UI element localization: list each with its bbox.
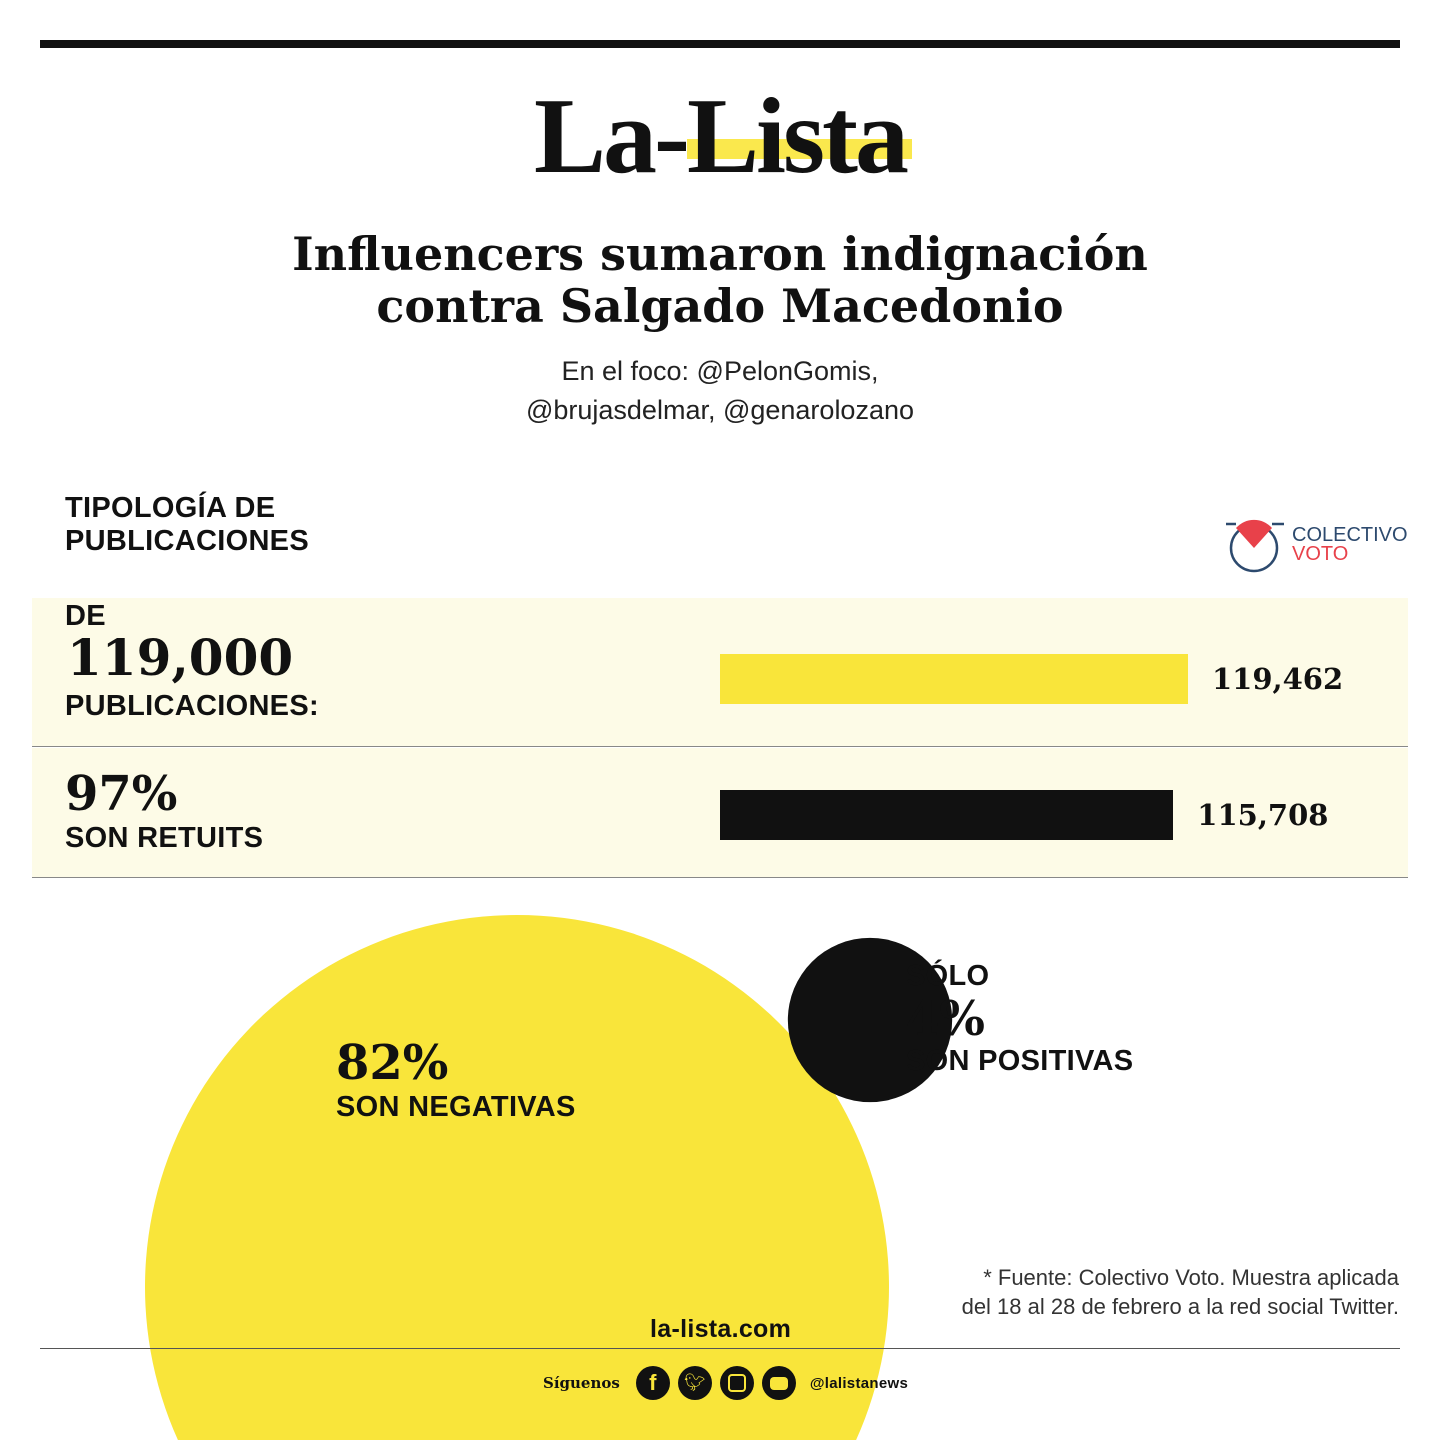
footer-rule bbox=[40, 1348, 1400, 1349]
positive-label: SÓLO 4% SON POSITIVAS bbox=[906, 960, 1134, 1077]
youtube-icon[interactable] bbox=[761, 1366, 796, 1400]
circle-positive bbox=[787, 937, 953, 1103]
row-big-number: 119,000 bbox=[67, 628, 294, 687]
bar-retweets bbox=[720, 790, 1174, 840]
colectivo-voto-logo: COLECTIVO VOTO bbox=[1222, 518, 1408, 578]
row-post-label: SON RETUITS bbox=[65, 822, 264, 854]
negative-label: 82% SON NEGATIVAS bbox=[336, 1035, 576, 1123]
twitter-icon[interactable]: 🐦︎ bbox=[677, 1366, 712, 1400]
bar-row-retweets: 97% SON RETUITS 115,708 bbox=[32, 748, 1408, 878]
bar-value-label: 115,708 bbox=[1197, 798, 1329, 832]
subtitle: En el foco: @PelonGomis, @brujasdelmar, @… bbox=[525, 356, 915, 425]
footnote: * Fuente: Colectivo Voto. Muestra aplica… bbox=[961, 1265, 1399, 1319]
instagram-icon[interactable] bbox=[719, 1366, 754, 1400]
section-title: TIPOLOGÍA DE PUBLICACIONES bbox=[65, 492, 309, 557]
colectivo-voto-icon bbox=[1226, 519, 1284, 573]
bar-value-label: 119,462 bbox=[1212, 662, 1344, 696]
row-post-label: PUBLICACIONES: bbox=[65, 690, 319, 722]
top-rule bbox=[40, 40, 1400, 48]
page-title: Influencers sumaron indignación contra Sa… bbox=[292, 227, 1148, 333]
website-link[interactable]: la-lista.com bbox=[650, 1315, 792, 1343]
circle-negative bbox=[144, 914, 890, 1440]
bar-row-total: DE 119,000 PUBLICACIONES: 119,462 bbox=[32, 598, 1408, 747]
la-lista-logo: La-Lista bbox=[533, 77, 909, 196]
follow-label: Síguenos bbox=[543, 1374, 620, 1392]
social-bar: Síguenos f 🐦︎ @lalistanews bbox=[543, 1366, 908, 1400]
row-pre-label: DE bbox=[65, 600, 106, 632]
bar-total bbox=[720, 654, 1188, 704]
row-big-number: 97% bbox=[65, 766, 178, 822]
social-handle[interactable]: @lalistanews bbox=[809, 1374, 909, 1392]
facebook-icon[interactable]: f bbox=[635, 1366, 670, 1400]
